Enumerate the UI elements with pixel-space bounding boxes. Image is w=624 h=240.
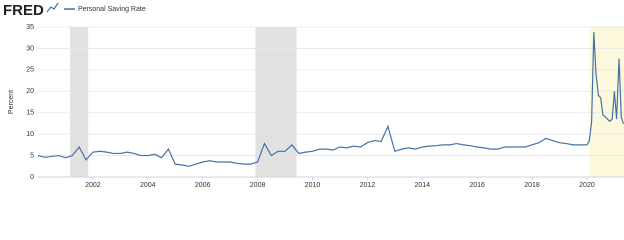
y-tick-label: 25 — [26, 67, 34, 74]
y-tick-label: 15 — [26, 110, 34, 117]
y-tick-label: 5 — [30, 152, 34, 159]
x-tick-label: 2006 — [195, 182, 211, 189]
background — [0, 0, 624, 193]
shaded-period — [255, 27, 297, 177]
logo: FRED — [3, 2, 44, 19]
y-axis-label: Percent — [8, 90, 15, 114]
x-tick-label: 2002 — [85, 182, 101, 189]
series-line — [37, 32, 624, 167]
x-tick-label: 2010 — [305, 182, 321, 189]
chart: FRED Personal Saving Rate Percent 0 5 10 15… — [0, 0, 624, 193]
x-tick-label: 2018 — [524, 182, 540, 189]
shaded-period — [70, 27, 89, 177]
y-tick-label: 30 — [26, 45, 34, 52]
y-tick-label: 20 — [26, 88, 34, 95]
x-tick-label: 2012 — [360, 182, 376, 189]
y-tick-label: 35 — [26, 24, 34, 31]
logo-icon — [46, 2, 59, 13]
x-tick-label: 2008 — [250, 182, 266, 189]
page: FRED Personal Saving Rate Percent 0 5 10 15… — [0, 0, 624, 193]
legend-label: Personal Saving Rate — [78, 6, 146, 13]
x-tick-label: 2014 — [414, 182, 430, 189]
y-tick-label: 10 — [26, 131, 34, 138]
y-tick-label: 0 — [30, 174, 34, 181]
x-tick-label: 2020 — [579, 182, 595, 189]
x-tick-label: 2004 — [140, 182, 156, 189]
x-tick-label: 2016 — [469, 182, 485, 189]
